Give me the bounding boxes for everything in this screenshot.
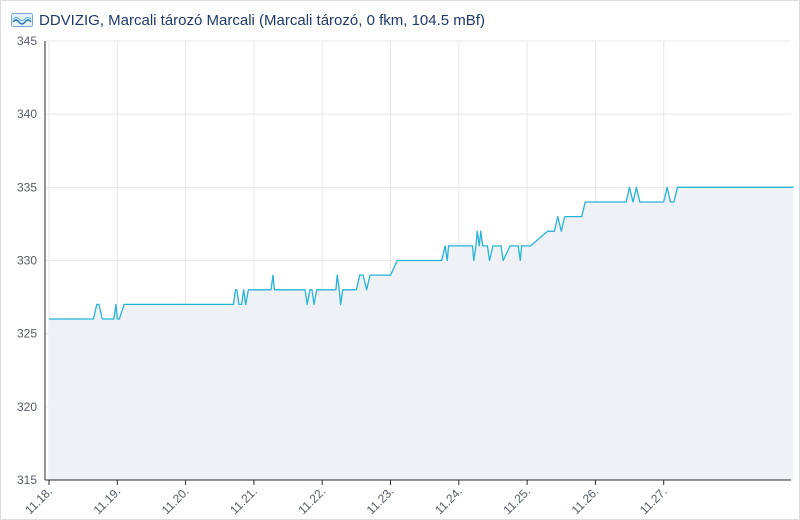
y-tick-label: 325 — [17, 327, 37, 341]
y-tick-label: 330 — [17, 254, 37, 268]
x-tick-label: 11.20. — [159, 484, 192, 517]
x-tick-label: 11.21. — [227, 484, 260, 517]
y-tick-label: 315 — [17, 473, 37, 487]
x-tick-label: 11.19. — [91, 484, 124, 517]
series-area-fill — [49, 187, 794, 481]
y-tick-label: 320 — [17, 400, 37, 414]
data-line — [49, 186, 794, 320]
series-line — [49, 186, 794, 320]
x-tick-label: 11.26. — [569, 484, 602, 517]
x-tick-label: 11.25. — [500, 484, 533, 517]
data-area — [49, 187, 794, 481]
x-tick-label: 11.18. — [22, 484, 55, 517]
y-tick-labels: 315 320 325 330 335 340 345 — [17, 34, 37, 487]
y-tick-label: 340 — [17, 107, 37, 121]
axes — [44, 41, 791, 485]
y-tick-label: 345 — [17, 34, 37, 48]
x-tick-label: 11.27. — [637, 484, 670, 517]
chart-title: DDVIZIG, Marcali tározó Marcali (Marcali… — [39, 11, 485, 29]
x-tick-label: 11.22. — [295, 484, 328, 517]
x-tick-label: 11.23. — [364, 484, 397, 517]
x-tick-labels: 11.18. 11.19. 11.20. 11.21. 11.22. 11.23. 11.2… — [22, 484, 670, 517]
water-wave-logo-icon — [11, 13, 33, 27]
x-tick-label: 11.24. — [432, 484, 465, 517]
y-tick-label: 335 — [17, 180, 37, 194]
chart-header: DDVIZIG, Marcali tározó Marcali (Marcali… — [1, 1, 799, 39]
